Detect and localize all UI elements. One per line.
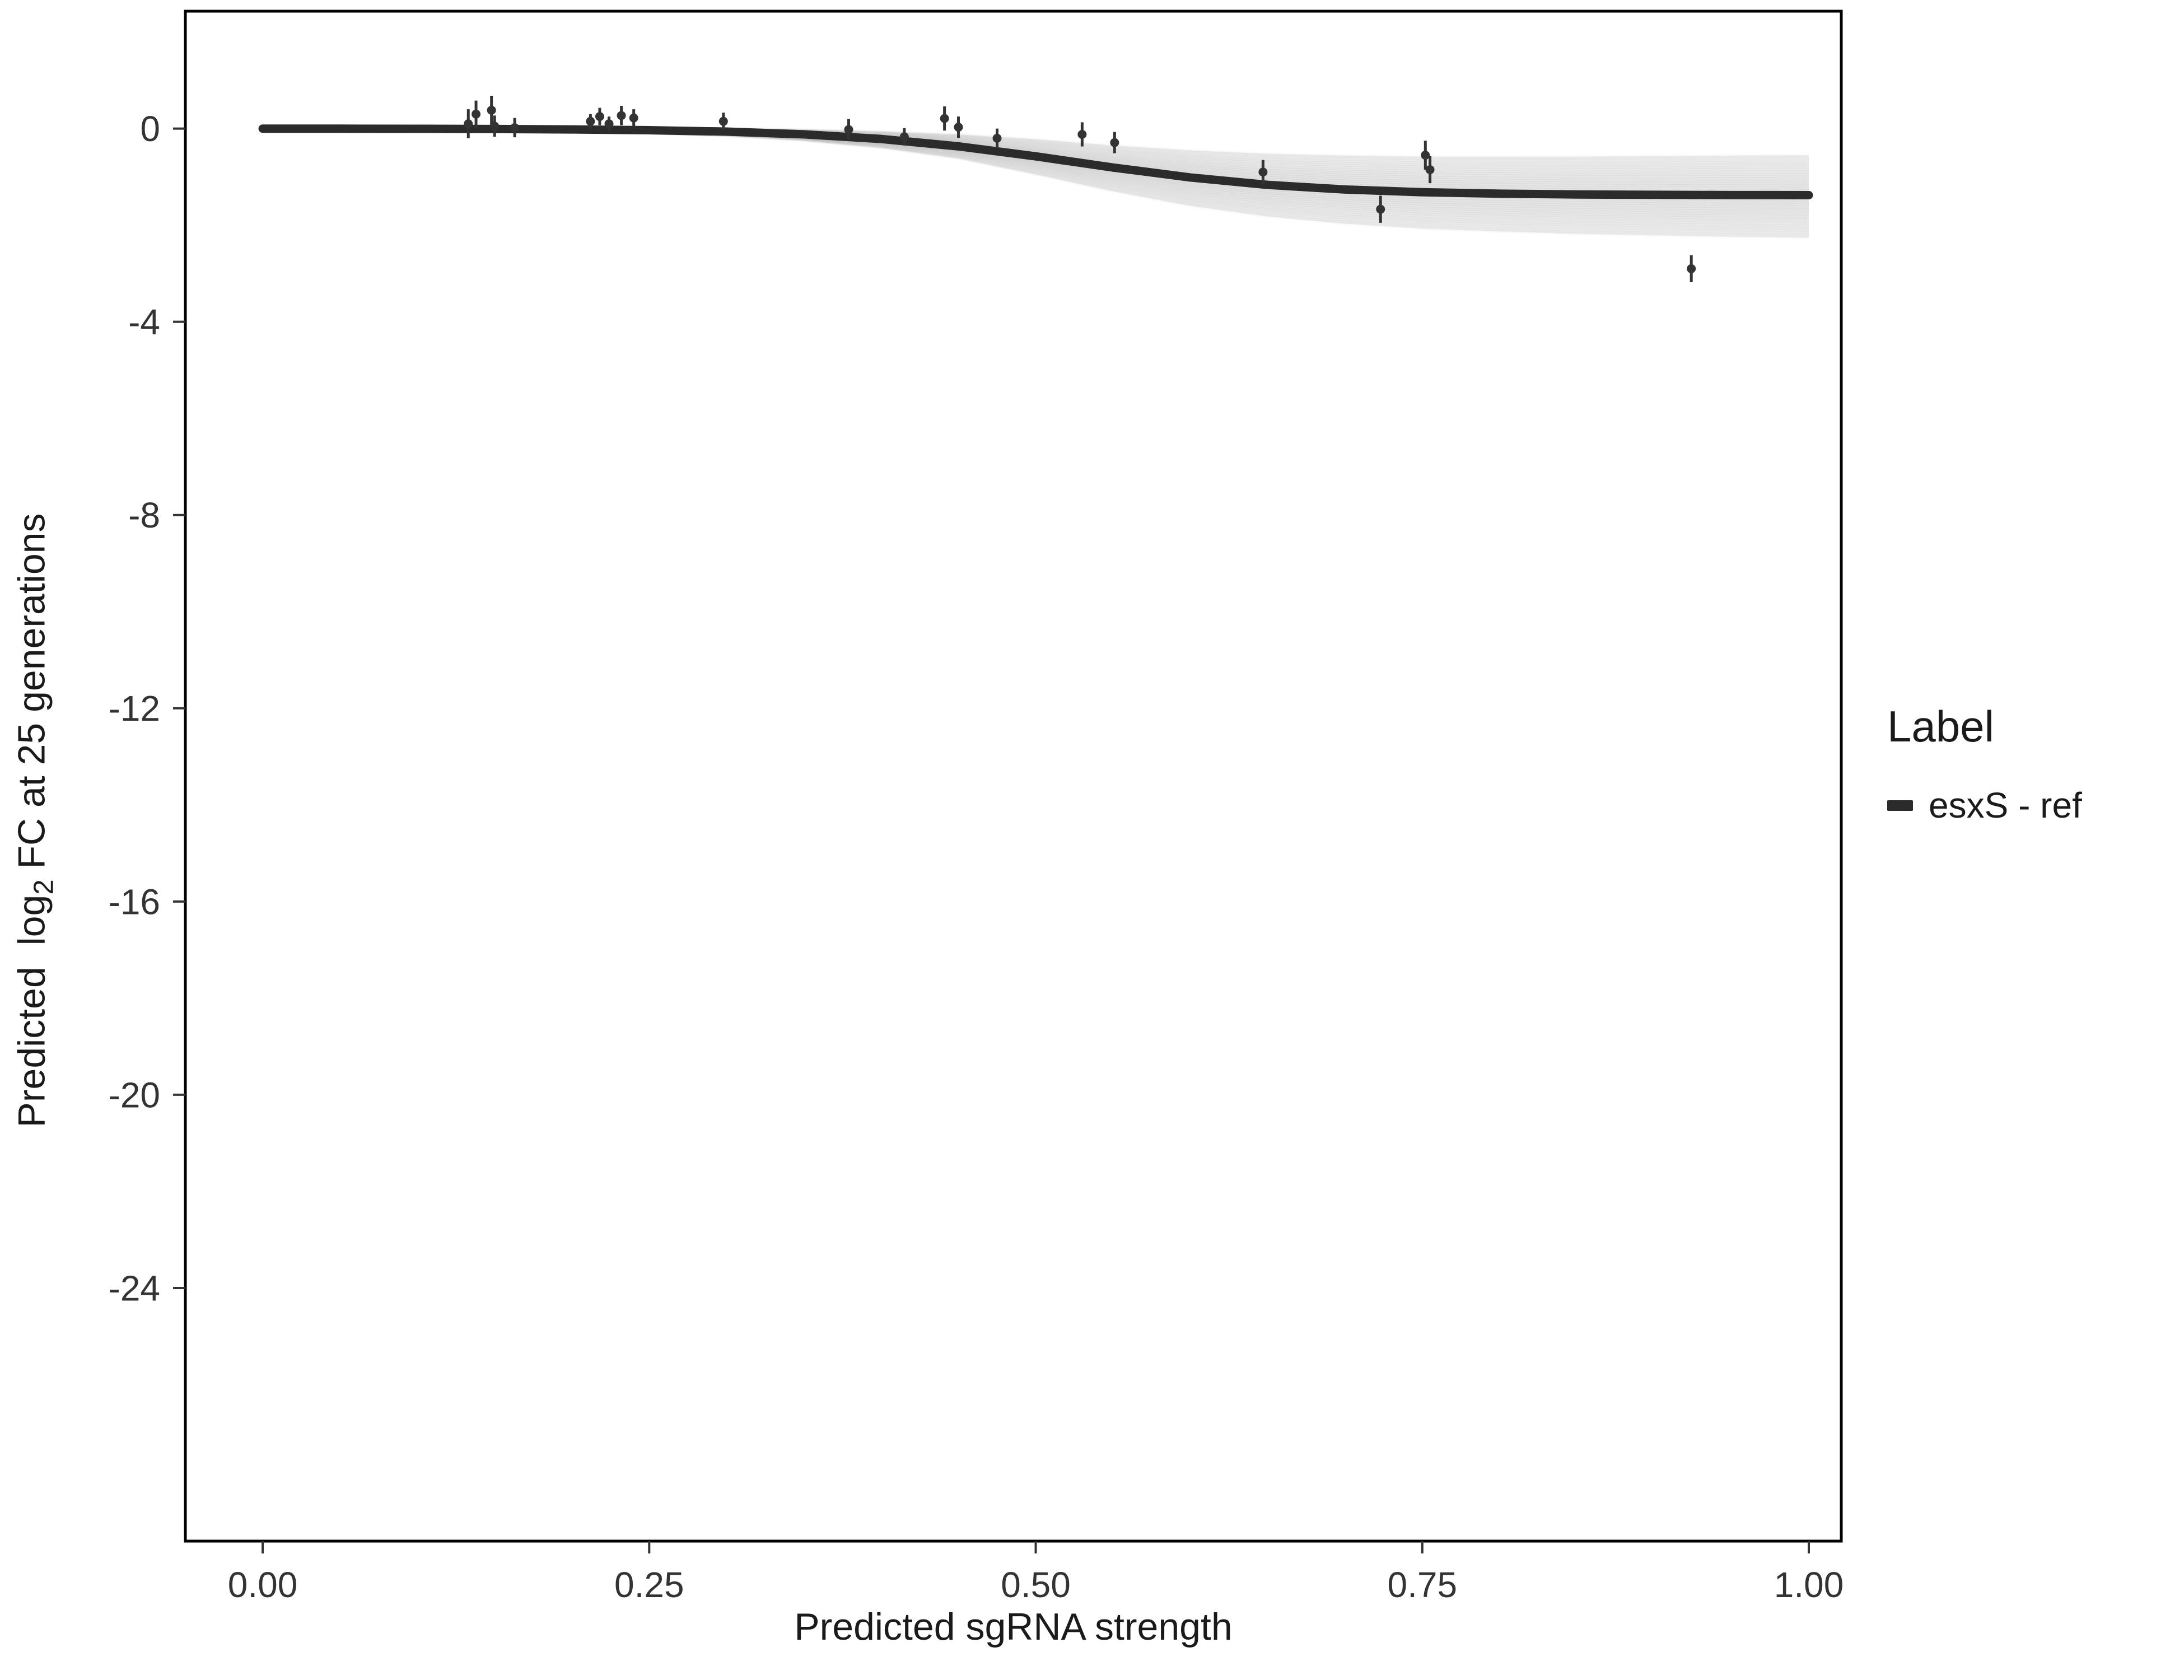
legend: Label esxS - ref xyxy=(1887,701,2082,826)
y-axis-title-sub: 2 xyxy=(29,879,59,895)
legend-title: Label xyxy=(1887,702,1994,751)
y-axis-title-post: FC at 25 generations xyxy=(10,513,53,880)
y-tick-label: -12 xyxy=(109,688,161,729)
x-tick-label: 0.25 xyxy=(614,1565,684,1605)
data-point xyxy=(510,123,520,132)
legend-entry: esxS - ref xyxy=(1887,785,2082,826)
data-point xyxy=(595,112,604,122)
data-point xyxy=(1077,129,1087,139)
data-point xyxy=(1376,204,1385,214)
data-point xyxy=(604,119,614,128)
x-axis-title: Predicted sgRNA strength xyxy=(794,1606,1233,1648)
data-point xyxy=(1425,165,1435,174)
y-tick-label: -24 xyxy=(109,1268,161,1308)
x-tick-label: 1.00 xyxy=(1774,1565,1844,1605)
y-tick-label: -16 xyxy=(109,881,161,922)
x-tick-label: 0.50 xyxy=(1001,1565,1071,1605)
x-tick-label: 0.00 xyxy=(228,1565,298,1605)
data-point xyxy=(490,122,500,131)
data-point xyxy=(487,105,496,115)
data-point xyxy=(617,111,626,120)
uncertainty-band xyxy=(263,127,1809,238)
legend-key-line-icon xyxy=(1887,800,1913,811)
y-tick-label: 0 xyxy=(140,109,160,149)
y-axis-title-pre: Predicted log xyxy=(10,894,53,1128)
data-point xyxy=(464,119,473,128)
data-point xyxy=(940,114,949,123)
data-point xyxy=(899,132,909,142)
data-point xyxy=(1110,138,1119,147)
y-tick-label: -4 xyxy=(128,302,160,342)
data-point xyxy=(718,116,728,126)
y-tick-label: -20 xyxy=(109,1075,161,1115)
data-point xyxy=(1258,167,1268,177)
y-axis-title: Predicted log2 FC at 25 generations xyxy=(10,514,60,1128)
data-point xyxy=(992,133,1002,143)
x-tick-label: 0.75 xyxy=(1387,1565,1457,1605)
y-tick-label: -8 xyxy=(128,495,160,535)
data-point xyxy=(844,125,853,134)
panel-border xyxy=(184,10,1843,1543)
data-point xyxy=(1421,151,1430,160)
data-point xyxy=(586,116,595,126)
data-point xyxy=(472,109,481,119)
data-point xyxy=(954,123,963,132)
data-point xyxy=(1687,264,1696,273)
fit-curve xyxy=(258,124,1813,199)
data-point xyxy=(629,113,638,123)
legend-entry-label: esxS - ref xyxy=(1929,785,2082,825)
